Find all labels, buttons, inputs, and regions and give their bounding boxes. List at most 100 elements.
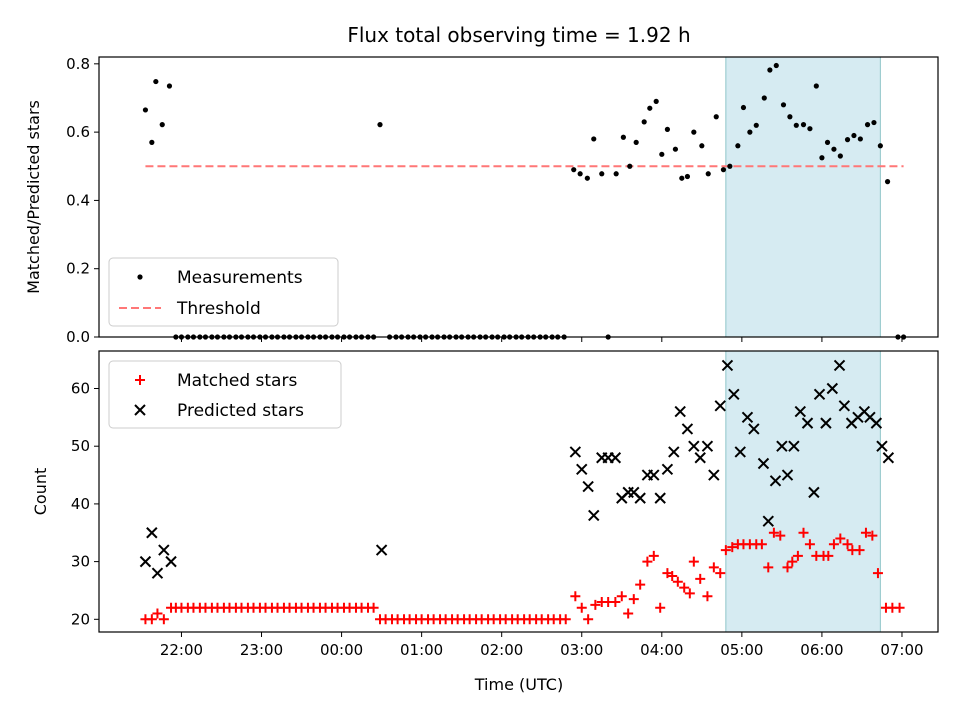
y-axis-label: Count [31,468,50,516]
data-point [139,555,152,568]
data-point [576,463,588,475]
data-point [851,132,857,139]
data-point [734,446,746,458]
data-point [620,134,626,140]
data-point [648,469,660,481]
data-point [672,146,679,152]
x-tick-label: 03:00 [560,641,603,659]
data-point [748,423,760,435]
data-point [158,544,170,556]
data-point [800,122,807,128]
data-point [740,104,747,111]
data-point [591,136,597,142]
data-point [867,530,878,541]
data-point [767,67,773,73]
x-tick-label: 04:00 [640,641,683,659]
data-point [158,614,169,625]
data-point [634,492,646,504]
y-tick-label: 0.8 [66,55,90,73]
y-axis-label: Matched/Predicted stars [24,100,43,294]
top-panel: 0.0 0.2 0.4 0.6 0.8 Matched/Predicted stars Me… [24,55,939,346]
y-tick-label: 30 [71,553,90,571]
data-point [684,588,695,599]
data-point [694,452,706,464]
data-point [688,440,700,452]
data-point [871,119,877,126]
data-point [781,469,794,481]
data-point [813,388,826,400]
data-point [699,143,705,149]
data-point [876,440,888,452]
legend-label-measurements: Measurements [177,268,303,288]
data-point [763,562,774,573]
data-point [762,515,774,527]
data-point [560,614,571,625]
data-point [820,417,832,429]
data-point [702,591,713,602]
legend-marker-predicted [134,404,146,416]
data-point [747,129,753,135]
legend-marker-measurements [137,274,143,280]
data-point [804,539,815,550]
data-point [728,388,740,400]
data-point [708,562,719,573]
data-point [882,452,895,464]
data-point [691,129,697,135]
data-point [623,608,634,619]
x-tick-label: 23:00 [240,641,283,659]
data-point [659,151,665,157]
x-tick-label: 22:00 [160,641,203,659]
data-point [648,550,659,561]
x-tick-label: 05:00 [720,641,763,659]
chart-title: Flux total observing time = 1.92 h [347,23,690,47]
data-point [146,614,157,625]
data-point [152,608,163,619]
x-tick-label: 02:00 [480,641,523,659]
data-point [609,452,622,464]
data-point [773,62,779,69]
data-point [668,446,680,458]
x-tick-label: 07:00 [880,641,923,659]
data-point [831,146,837,152]
data-point [375,544,388,556]
data-point [813,83,819,89]
data-point [877,143,883,149]
data-point [768,527,779,538]
data-point [616,591,627,602]
legend: Measurements Threshold [108,257,339,327]
data-point [838,400,851,412]
y-tick-label: 0.0 [66,328,90,346]
data-point [642,556,653,567]
data-point [377,122,383,128]
data-point [792,550,803,561]
data-point [872,568,883,579]
data-point [151,567,164,579]
data-point [894,602,905,613]
data-point [721,359,734,372]
data-point [641,119,647,125]
data-point [860,527,871,538]
data-point [661,463,674,475]
data-point [672,576,683,587]
data-point [142,107,149,113]
data-point [368,602,379,613]
data-point [146,527,158,539]
data-point [801,417,814,429]
y-tick-label: 0.4 [66,191,90,209]
data-point [165,555,177,568]
data-point [756,539,767,550]
data-point [735,143,741,149]
x-tick-label: 00:00 [320,641,363,659]
data-point [854,545,865,556]
data-point [635,579,646,590]
x-tick-label: 06:00 [800,641,843,659]
data-point [833,359,846,372]
data-point [842,539,853,550]
data-point [684,173,691,180]
data-point [713,114,719,120]
data-point [788,440,800,452]
data-point [674,405,686,418]
data-point [679,582,690,593]
data-point [570,591,581,602]
